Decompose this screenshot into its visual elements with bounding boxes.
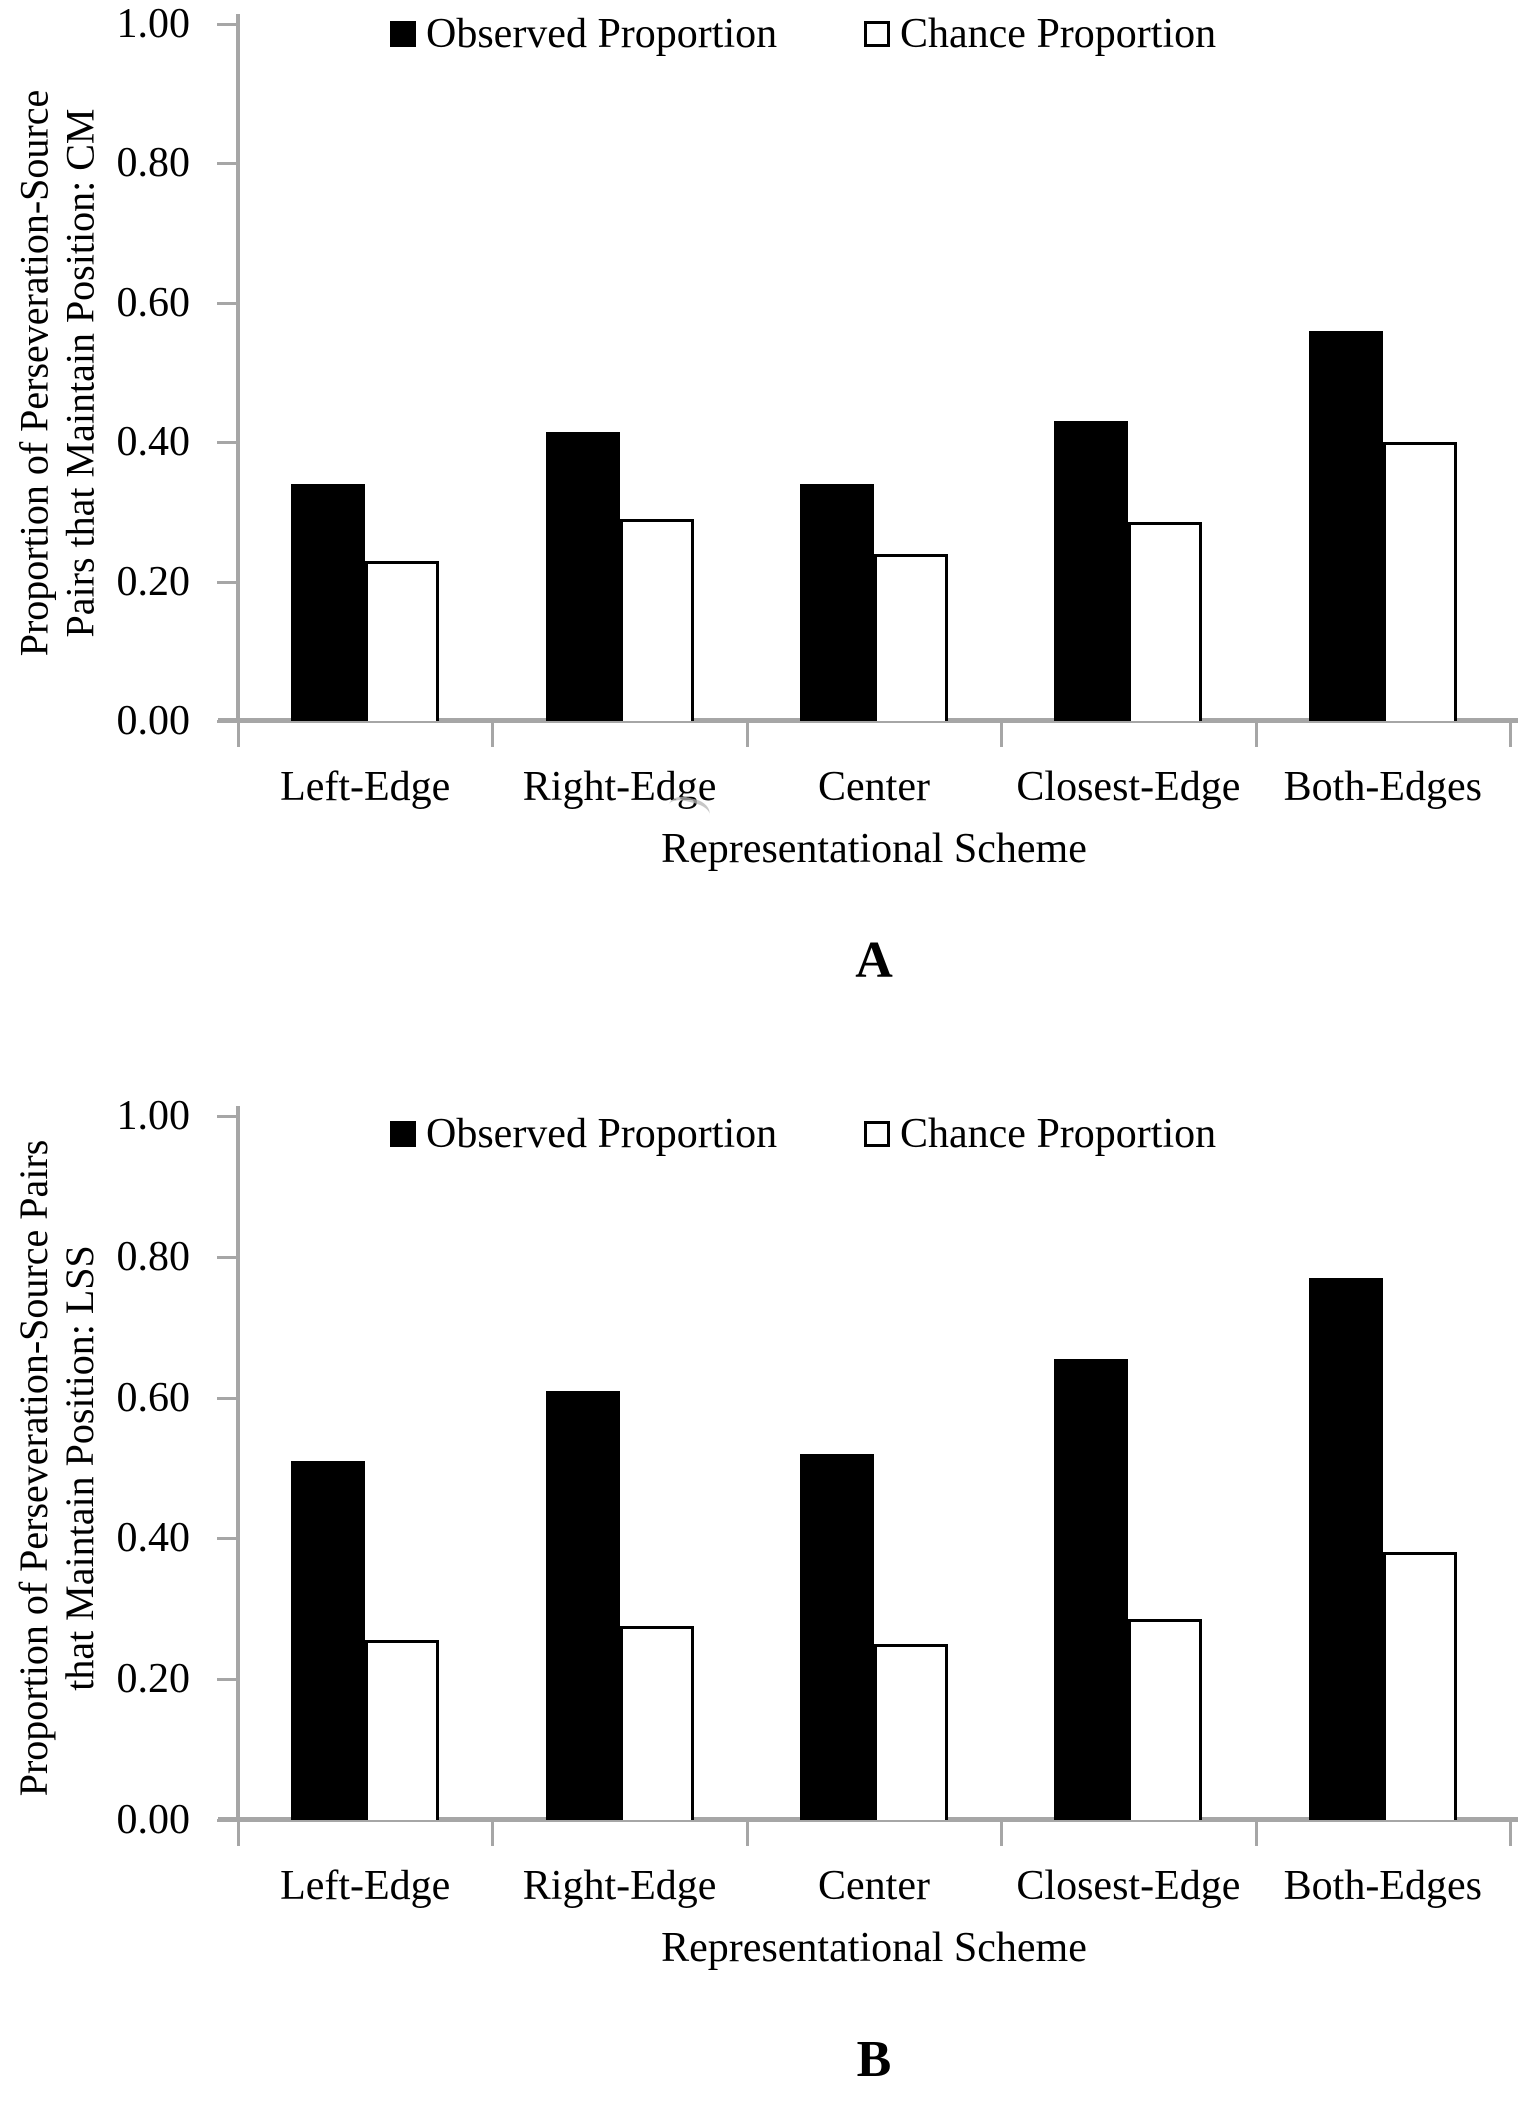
- y-tick-mark: [217, 580, 236, 584]
- y-axis-title-line1: Proportion of Perseveration-Source: [11, 89, 56, 656]
- y-tick-mark: [217, 162, 236, 166]
- category-label-center: Center: [818, 764, 930, 810]
- legend-entry-chance: Chance Proportion: [864, 1108, 1216, 1160]
- bar-observed-right-edge: [545, 432, 620, 721]
- category-label-closest-edge: Closest-Edge: [1016, 1863, 1241, 1909]
- x-tick-mark: [745, 723, 749, 747]
- y-axis-title-line2: Pairs that Maintain Position: CM: [57, 108, 102, 637]
- category-label-center: Center: [818, 1863, 930, 1909]
- x-tick-mark: [237, 723, 240, 747]
- bar-observed-both-edges: [1308, 1278, 1383, 1820]
- y-tick-mark: [217, 23, 236, 26]
- y-tick-label: 1.00: [116, 1093, 191, 1139]
- observed-swatch-icon: [390, 21, 416, 47]
- legend: Observed Proportion Chance Proportion: [0, 1108, 1520, 1168]
- x-tick-mark: [1000, 1822, 1004, 1846]
- y-tick-mark: [217, 1396, 236, 1400]
- category-label-both-edges: Both-Edges: [1283, 1863, 1482, 1909]
- bar-observed-center: [800, 484, 874, 721]
- panel-letter-b: B: [856, 2031, 892, 2088]
- legend-chance-label: Chance Proportion: [900, 1111, 1217, 1157]
- category-label-both-edges: Both-Edges: [1283, 764, 1482, 810]
- x-tick-mark: [237, 1822, 240, 1846]
- y-tick-label: 0.00: [116, 1797, 191, 1843]
- y-axis-line: [236, 1106, 240, 1820]
- y-axis-title: Proportion of Perseveration-Source Pairs …: [9, 24, 105, 721]
- category-label-right-edge: Right-Edge: [522, 1863, 717, 1909]
- y-tick-label: 0.20: [116, 1656, 191, 1703]
- bar-chance-closest-edge: [1128, 1619, 1203, 1820]
- plot-area: 0.00 0.20 0.40 0.60 0.80 1.00 Left-Edge Right-E…: [11, 1093, 1518, 2088]
- x-tick-mark: [1509, 1822, 1512, 1846]
- x-tick-mark: [1000, 723, 1004, 747]
- y-tick-label: 0.60: [116, 1374, 191, 1421]
- y-axis-title-line2: that Maintain Position: LSS: [57, 1245, 102, 1691]
- bar-observed-closest-edge: [1054, 1359, 1129, 1820]
- y-tick-label: 0.40: [116, 1515, 191, 1562]
- bar-observed-right-edge: [545, 1391, 620, 1820]
- bar-chance-both-edges: [1382, 1552, 1457, 1820]
- chance-swatch-icon: [864, 21, 890, 47]
- category-label-left-edge: Left-Edge: [280, 764, 451, 810]
- panel-a: Observed Proportion Chance Proportion 0.00…: [0, 0, 1520, 991]
- legend-entry-observed: Observed Proportion: [390, 8, 777, 60]
- y-axis-title-line1: Proportion of Perseveration-Source Pairs: [11, 1139, 56, 1797]
- y-tick-mark: [217, 1115, 236, 1118]
- legend-observed-label: Observed Proportion: [426, 11, 778, 57]
- bar-observed-left-edge: [291, 1461, 366, 1820]
- y-tick-mark: [217, 301, 236, 305]
- bar-chance-left-edge: [365, 561, 440, 721]
- category-label-left-edge: Left-Edge: [280, 1863, 451, 1909]
- plot-area: 0.00 0.20 0.40 0.60 0.80 1.00 Left-Edge Right-E…: [11, 1, 1518, 989]
- y-tick-mark: [217, 720, 236, 723]
- y-axis-title-wrap: Proportion of Perseveration-Source Pairs…: [0, 1116, 132, 1820]
- bar-chance-center: [874, 1644, 948, 1820]
- bar-chance-right-edge: [619, 1626, 694, 1820]
- chance-swatch-icon: [864, 1121, 890, 1147]
- bar-chance-right-edge: [619, 519, 694, 721]
- y-tick-label: 0.80: [116, 140, 191, 187]
- x-tick-mark: [745, 1822, 749, 1846]
- category-label-right-edge: Right-Edge: [522, 764, 717, 810]
- bar-observed-closest-edge: [1054, 421, 1129, 721]
- legend-entry-chance: Chance Proportion: [864, 8, 1216, 60]
- y-axis-title: Proportion of Perseveration-Source Pairs…: [9, 1116, 105, 1820]
- x-axis-title: Representational Scheme: [661, 826, 1087, 872]
- y-tick-mark: [217, 1678, 236, 1682]
- x-tick-mark: [491, 1822, 495, 1846]
- x-tick-mark: [1254, 1822, 1258, 1846]
- y-axis-title-wrap: Proportion of Perseveration-Source Pairs …: [0, 24, 132, 721]
- x-tick-mark: [491, 723, 495, 747]
- y-tick-label: 0.00: [116, 698, 191, 744]
- panel-b: Observed Proportion Chance Proportion 0.00…: [0, 1092, 1520, 2090]
- legend-chance-label: Chance Proportion: [900, 11, 1217, 57]
- y-axis-line: [236, 14, 240, 721]
- y-tick-label: 1.00: [116, 1, 191, 47]
- y-tick-mark: [217, 441, 236, 445]
- y-tick-label: 0.80: [116, 1233, 191, 1280]
- y-tick-label: 0.20: [116, 558, 191, 605]
- bar-chance-both-edges: [1382, 442, 1457, 721]
- bar-observed-center: [800, 1454, 874, 1820]
- panel-letter-a: A: [855, 932, 893, 989]
- category-label-closest-edge: Closest-Edge: [1016, 764, 1241, 810]
- legend-entry-observed: Observed Proportion: [390, 1108, 777, 1160]
- legend: Observed Proportion Chance Proportion: [0, 8, 1520, 68]
- y-tick-mark: [217, 1819, 236, 1822]
- bar-chance-left-edge: [365, 1640, 440, 1820]
- legend-observed-label: Observed Proportion: [426, 1111, 778, 1157]
- x-tick-mark: [1509, 723, 1512, 747]
- x-axis-title: Representational Scheme: [661, 1925, 1087, 1971]
- bar-chance-closest-edge: [1128, 522, 1203, 721]
- y-tick-mark: [217, 1537, 236, 1541]
- x-tick-mark: [1254, 723, 1258, 747]
- bar-chance-center: [874, 554, 948, 721]
- bar-observed-both-edges: [1308, 331, 1383, 721]
- y-tick-mark: [217, 1255, 236, 1259]
- y-tick-label: 0.60: [116, 279, 191, 326]
- observed-swatch-icon: [390, 1121, 416, 1147]
- y-tick-label: 0.40: [116, 419, 191, 466]
- bar-observed-left-edge: [291, 484, 366, 721]
